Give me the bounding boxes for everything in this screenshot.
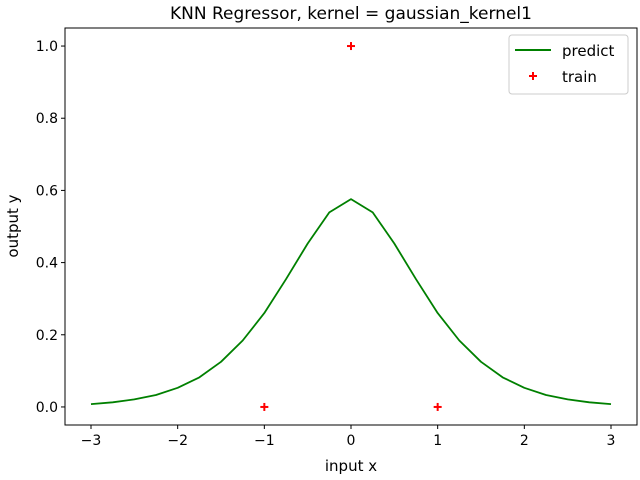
y-axis: 0.0 0.2 0.4 0.6 0.8 1.0 (36, 39, 65, 416)
predict-line (90, 198, 612, 405)
legend-train-label: train (562, 68, 597, 86)
x-tick-label: 3 (607, 433, 616, 449)
y-axis-label: output y (4, 194, 22, 257)
legend-predict-label: predict (562, 42, 615, 60)
y-tick-label: 0.0 (36, 400, 58, 416)
chart-title: KNN Regressor, kernel = gaussian_kernel1 (170, 4, 532, 24)
x-tick-label: 1 (433, 433, 442, 449)
y-tick-label: 1.0 (36, 39, 58, 55)
train-point (433, 402, 442, 411)
x-axis-label: input x (325, 457, 377, 475)
legend-train-marker (529, 72, 537, 80)
series-layer (90, 42, 612, 411)
x-tick-label: −3 (81, 433, 102, 449)
x-tick-label: 0 (347, 433, 356, 449)
legend: predict train (508, 34, 629, 95)
train-point (260, 402, 269, 411)
y-tick-label: 0.2 (36, 328, 58, 344)
x-tick-label: −1 (254, 433, 275, 449)
x-tick-label: 2 (520, 433, 529, 449)
y-tick-label: 0.4 (36, 256, 58, 272)
x-tick-label: −2 (167, 433, 188, 449)
train-point (347, 42, 355, 51)
y-tick-label: 0.8 (36, 111, 58, 127)
x-axis: −3 −2 −1 0 1 2 3 (81, 425, 616, 449)
legend-train-swatch (529, 72, 537, 80)
y-tick-label: 0.6 (36, 183, 58, 199)
